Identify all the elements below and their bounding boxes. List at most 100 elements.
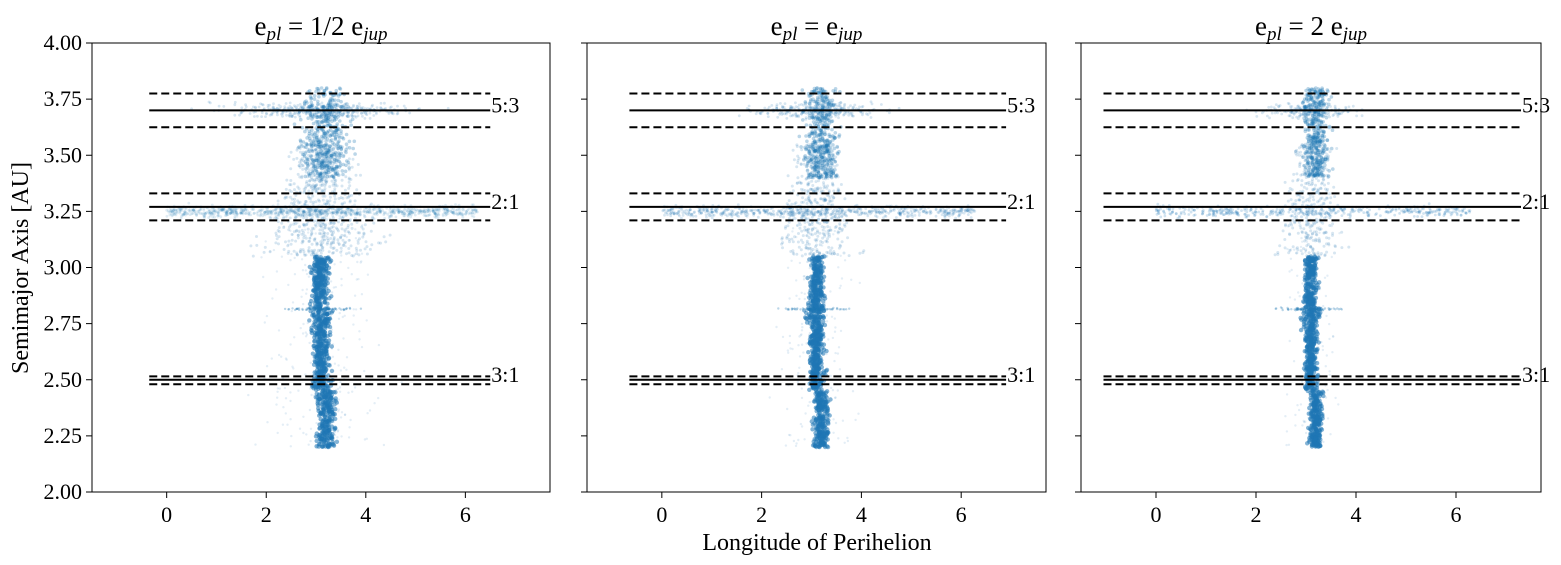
- scatter-point: [262, 250, 266, 254]
- scatter-point: [308, 341, 311, 345]
- scatter-point: [806, 295, 809, 299]
- scatter-point: [305, 333, 309, 336]
- scatter-point: [824, 295, 827, 298]
- scatter-point: [178, 211, 182, 215]
- scatter-point: [303, 202, 307, 206]
- scatter-point: [821, 352, 824, 356]
- scatter-point: [423, 210, 426, 214]
- scatter-point: [305, 222, 309, 226]
- scatter-point: [313, 289, 318, 295]
- scatter-point: [307, 248, 310, 252]
- scatter-point: [837, 346, 841, 349]
- scatter-point: [315, 134, 319, 138]
- scatter-point: [343, 366, 346, 369]
- scatter-point: [234, 210, 238, 214]
- scatter-point: [363, 223, 367, 227]
- scatter-point: [306, 207, 310, 211]
- scatter-point: [378, 209, 381, 213]
- scatter-point: [277, 212, 281, 216]
- scatter-point: [319, 172, 323, 176]
- scatter-point: [339, 369, 343, 372]
- scatter-point: [332, 175, 336, 179]
- scatter-point: [289, 208, 292, 211]
- scatter-point: [247, 213, 251, 217]
- scatter-point: [389, 210, 393, 214]
- scatter-point: [323, 211, 327, 215]
- scatter-point: [294, 239, 298, 243]
- scatter-point: [170, 210, 174, 214]
- scatter-point: [813, 372, 816, 375]
- scatter-point: [308, 214, 311, 217]
- scatter-point: [319, 160, 324, 164]
- scatter-point: [228, 212, 232, 216]
- scatter-point: [470, 209, 474, 213]
- scatter-point: [396, 104, 399, 108]
- scatter-point: [328, 211, 332, 215]
- scatter-point: [323, 179, 327, 183]
- scatter-point: [333, 187, 337, 191]
- scatter-point: [277, 235, 281, 239]
- scatter-point: [290, 309, 293, 313]
- scatter-point: [301, 308, 304, 312]
- scatter-point: [312, 335, 317, 340]
- scatter-point: [316, 251, 319, 254]
- scatter-point: [259, 208, 263, 212]
- scatter-point: [170, 210, 174, 214]
- scatter-point: [225, 211, 228, 215]
- scatter-point: [241, 212, 245, 216]
- scatter-point: [326, 167, 330, 171]
- scatter-point: [222, 207, 226, 211]
- scatter-point: [383, 101, 386, 105]
- scatter-point: [184, 213, 187, 217]
- scatter-point: [323, 187, 327, 191]
- scatter-point: [312, 319, 317, 324]
- scatter-point: [315, 435, 318, 438]
- scatter-point: [311, 149, 314, 153]
- scatter-point: [190, 212, 194, 216]
- scatter-point: [307, 275, 311, 278]
- scatter-point: [314, 209, 317, 213]
- scatter-point: [335, 208, 339, 212]
- scatter-point: [357, 102, 361, 105]
- scatter-point: [435, 214, 438, 218]
- scatter-point: [319, 276, 325, 281]
- scatter-point: [212, 207, 216, 211]
- scatter-point: [321, 235, 325, 239]
- scatter-point: [321, 211, 325, 215]
- y-tick-label: 2.00: [44, 479, 83, 504]
- scatter-point: [308, 142, 313, 147]
- scatter-point: [351, 114, 355, 118]
- scatter-point: [809, 311, 812, 315]
- scatter-point: [302, 223, 306, 227]
- scatter-point: [422, 209, 426, 213]
- scatter-point: [332, 402, 337, 407]
- scatter-point: [312, 315, 317, 321]
- scatter-point: [339, 131, 343, 136]
- scatter-point: [308, 179, 312, 183]
- scatter-point: [800, 322, 804, 326]
- scatter-point: [346, 226, 350, 229]
- scatter-point: [317, 310, 321, 313]
- scatter-point: [304, 263, 307, 267]
- scatter-point: [355, 212, 359, 216]
- scatter-point: [336, 146, 340, 151]
- scatter-point: [802, 275, 805, 278]
- scatter-point: [208, 209, 212, 213]
- scatter-point: [475, 208, 479, 212]
- scatter-point: [472, 203, 475, 207]
- scatter-point: [413, 208, 417, 212]
- scatter-point: [292, 209, 296, 213]
- scatter-point: [324, 182, 328, 186]
- scatter-point: [244, 103, 248, 107]
- scatter-point: [471, 211, 474, 215]
- scatter-point: [278, 207, 281, 211]
- scatter-point: [368, 209, 372, 213]
- scatter-point: [244, 208, 248, 212]
- scatter-point: [470, 211, 474, 215]
- scatter-point: [235, 211, 238, 215]
- scatter-point: [275, 237, 279, 241]
- scatter-point: [309, 200, 313, 204]
- scatter-point: [269, 209, 272, 213]
- scatter-point: [917, 213, 921, 217]
- scatter-point: [305, 216, 309, 220]
